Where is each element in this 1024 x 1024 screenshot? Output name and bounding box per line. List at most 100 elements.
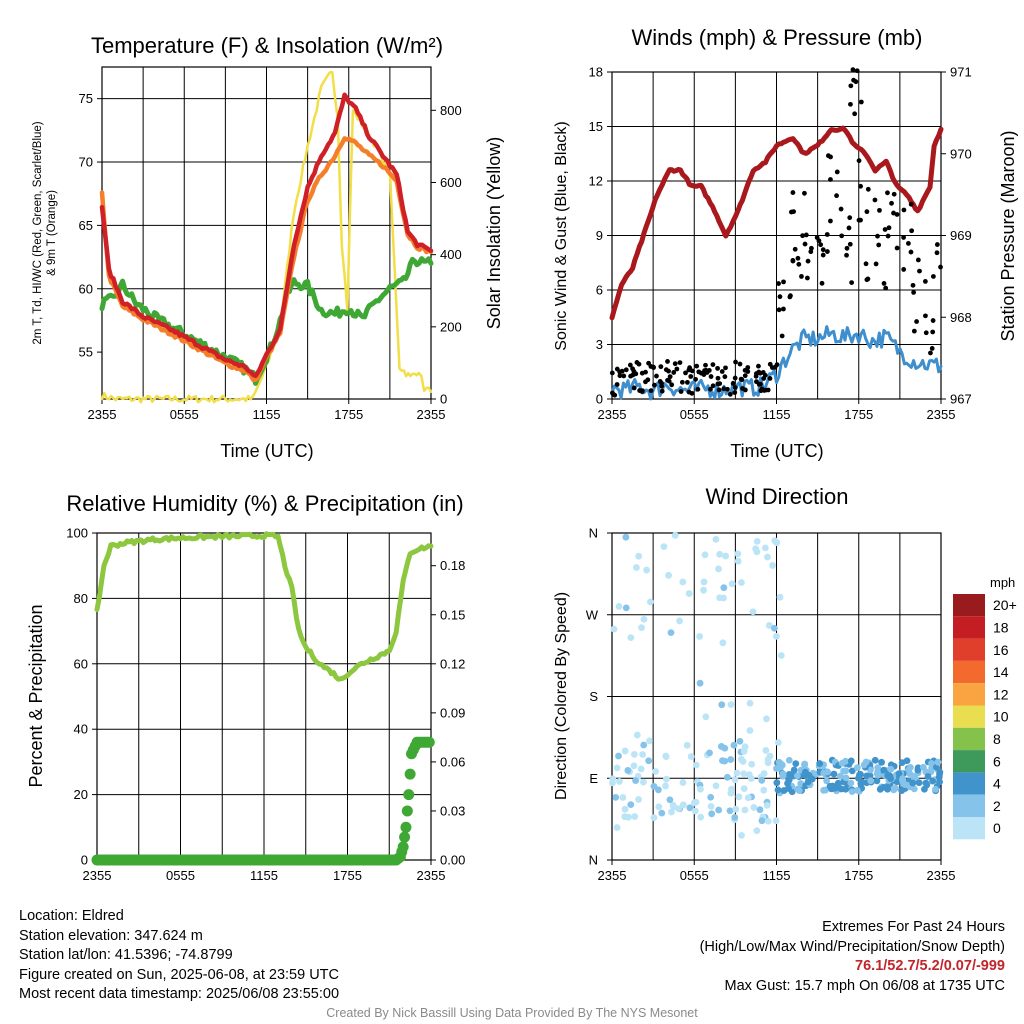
gust-dot [877,207,882,213]
direction-point [679,779,687,786]
temp-xtick-label: 1155 [253,407,281,422]
gust-dot [732,375,738,381]
direction-point [692,761,700,769]
gust-dot [776,281,781,286]
direction-point [679,578,687,586]
direction-point [666,796,674,804]
precip-dot [403,789,415,801]
gust-dot [730,381,736,386]
gust-dot [666,368,671,374]
station-info: Location: Eldred Station elevation: 347.… [19,907,339,1005]
gust-dot [639,388,645,393]
gust-dot [648,388,654,394]
direction-point [921,785,928,793]
direction-point [785,756,793,764]
direction-point [774,786,782,794]
legend-label: 12 [993,686,1009,702]
legend-swatch [953,794,985,817]
gust-dot [745,365,751,370]
direction-point [631,813,639,820]
dir-ytick-label: N [589,853,598,868]
direction-point [834,779,842,787]
gust-dot [788,293,793,299]
gust-dot [701,372,707,377]
direction-point [646,598,654,606]
direction-point [801,768,809,776]
dir-xtick-label: 1755 [844,868,873,883]
gust-dot [839,233,845,239]
legend-label: 18 [993,619,1009,635]
gust-dot [820,247,826,253]
gust-dot [792,246,798,252]
gust-dot [864,209,870,215]
direction-point [721,757,729,765]
direction-point [645,757,653,765]
direction-point [746,727,754,734]
gust-dot [917,268,922,274]
direction-point [700,578,708,586]
direction-point [847,779,855,787]
gust-dot [631,385,637,391]
gust-dot [901,207,907,213]
wind-ytick-label: 15 [589,119,603,134]
legend-swatch [953,705,985,728]
direction-point [747,775,755,782]
direction-point [898,787,906,795]
wind-xtick-label: 1755 [844,407,873,422]
gust-dot [891,191,897,197]
direction-point [662,775,670,783]
gust-dot [651,382,657,388]
legend-title: mph [990,575,1015,590]
direction-point [612,793,620,801]
direction-point [697,813,705,821]
legend-label: 16 [993,642,1009,658]
wind-ytick-label: 967 [950,392,972,407]
direction-point [650,782,658,790]
gust-dot [693,376,698,382]
gust-dot [703,362,708,368]
direction-point [801,761,808,769]
recent-timestamp: Most recent data timestamp: 2025/06/08 2… [19,986,340,1002]
rh-ytick-label: 40 [74,722,88,737]
gust-dot [790,257,796,263]
direction-point [615,752,622,760]
temp-ylabel-left-2: & 9m T (Orange) [46,190,58,276]
gust-dot [848,101,853,107]
direction-point [842,774,850,782]
direction-point [708,810,716,818]
gust-dot [854,68,860,74]
gust-dot [609,370,615,376]
gust-dot [619,368,625,374]
gust-dot [894,245,900,251]
legend-swatch [953,638,985,661]
dir-xtick-label: 2355 [598,868,627,883]
direction-point [793,772,801,780]
temp-ytick-label: 200 [440,319,462,334]
direction-point [731,813,739,821]
gust-dot [683,370,688,376]
direction-point [777,760,785,768]
gust-dot [665,359,670,364]
max-gust: Max Gust: 15.7 mph On 06/08 at 1735 UTC [724,977,1005,994]
direction-point [630,762,638,770]
gust-dot [756,363,761,369]
dewpoint-line [99,256,434,386]
gust-dot [781,279,786,285]
extremes-subtitle: (High/Low/Max Wind/Precipitation/Snow De… [699,938,1005,955]
direction-point [919,763,927,771]
direction-point [613,764,621,772]
gust-dot [901,267,907,272]
gust-dot [717,381,723,387]
temp-ytick-label: 60 [79,281,93,296]
direction-point [837,785,845,793]
gust-dot [911,328,917,334]
legend-label: 0 [993,820,1001,836]
gust-dot [881,281,887,286]
gust-dot [844,252,849,258]
gust-dot [850,67,856,73]
direction-point [692,798,700,806]
direction-point [797,780,805,787]
gust-dot [872,197,878,203]
gust-dot [788,209,794,215]
gust-dot [803,232,809,238]
